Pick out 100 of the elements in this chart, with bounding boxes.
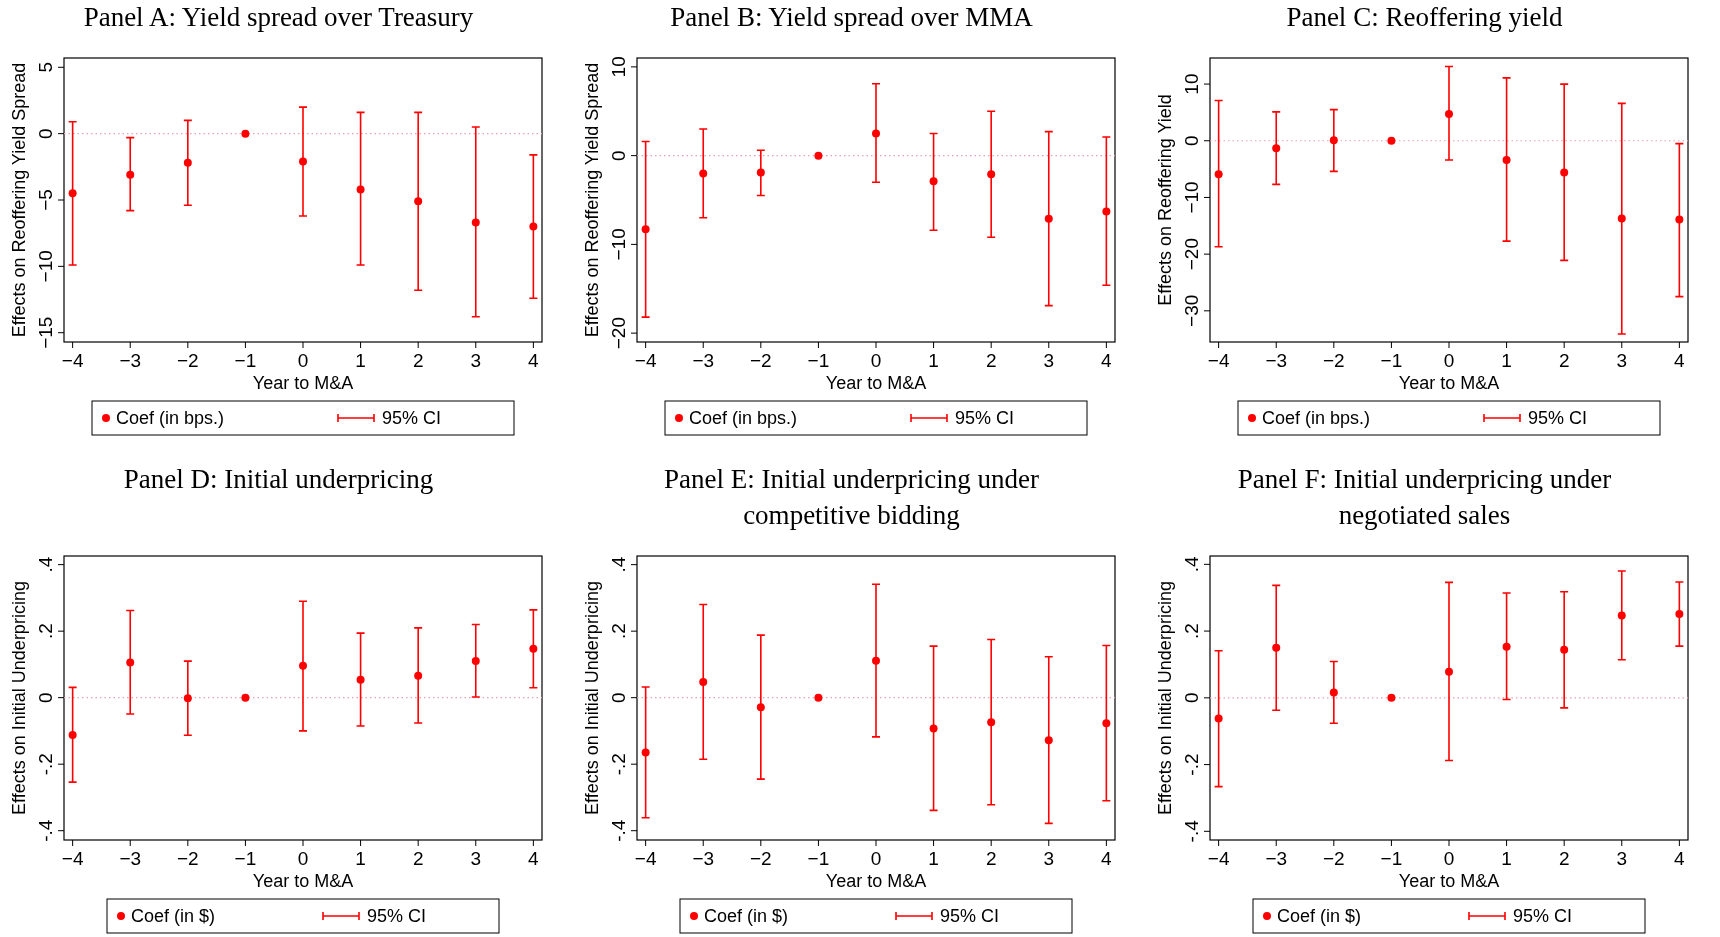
- point: [1272, 643, 1281, 652]
- chart-title: Panel E: Initial underpricing under competitive bidding: [664, 464, 1039, 530]
- legend-label: Coef (in bps.): [689, 408, 798, 428]
- y-tick-label: −10: [1181, 181, 1202, 214]
- x-tick-label: −4: [61, 848, 84, 869]
- chart-title: Panel F: Initial underpricing under negotiated sales: [1237, 464, 1612, 530]
- x-tick-label: 2: [412, 848, 424, 869]
- x-tick-label: −3: [119, 848, 142, 869]
- point: [872, 656, 880, 665]
- y-axis-title: Effects on Initial Underpricing: [9, 581, 29, 815]
- y-tick-label: −5: [35, 189, 56, 211]
- point: [1502, 642, 1511, 651]
- point: [529, 222, 538, 231]
- x-tick-label: −3: [692, 350, 715, 371]
- x-tick-label: 4: [1674, 350, 1686, 371]
- y-tick-label: 0: [35, 128, 56, 139]
- point: [68, 730, 77, 739]
- y-tick-label: −20: [1181, 238, 1202, 271]
- point: [126, 658, 135, 667]
- y-tick-label: -.2: [608, 753, 629, 776]
- x-axis-title: Year to M&A: [252, 373, 354, 393]
- point: [1102, 207, 1111, 216]
- x-tick-label: 4: [528, 350, 540, 371]
- x-tick-label: 2: [412, 350, 424, 371]
- x-tick-label: 4: [1674, 848, 1686, 869]
- point: [1560, 168, 1569, 177]
- x-tick-label: 0: [297, 350, 309, 371]
- x-tick-label: −2: [176, 350, 199, 371]
- legend-label: Coef (in bps.): [1262, 408, 1371, 428]
- x-tick-label: −1: [807, 350, 830, 371]
- y-tick-label: .4: [1181, 555, 1202, 573]
- text: 95% CI: [955, 408, 1015, 428]
- x-tick-label: −1: [234, 350, 257, 371]
- point: [1387, 693, 1396, 702]
- x-tick-label: −2: [749, 848, 772, 869]
- point: [126, 170, 135, 179]
- point: [1675, 610, 1684, 619]
- point: [756, 703, 765, 712]
- chart-title: Panel A: Yield spread over Treasury: [83, 2, 474, 32]
- point: [1617, 611, 1626, 620]
- point: [183, 158, 192, 167]
- legend-label: Coef (in $): [131, 906, 216, 926]
- x-tick-label: −3: [119, 350, 142, 371]
- y-tick-label: 10: [1181, 73, 1202, 95]
- x-tick-label: 2: [1558, 848, 1570, 869]
- x-tick-label: −4: [61, 350, 84, 371]
- point: [1044, 736, 1053, 745]
- x-tick-label: −4: [634, 350, 657, 371]
- y-tick-label: −20: [608, 317, 629, 350]
- y-tick-label: .4: [608, 556, 629, 573]
- y-axis-title: Effects on Reoffering Yield Spread: [582, 62, 602, 338]
- point: [356, 185, 365, 194]
- x-tick-label: −2: [176, 848, 199, 869]
- x-tick-label: −1: [1380, 350, 1403, 371]
- x-tick-label: 3: [1043, 350, 1055, 371]
- y-tick-label: −10: [35, 250, 56, 283]
- y-axis-title: Effects on Reoffering Yield Spread: [9, 62, 29, 338]
- y-tick-label: −15: [35, 316, 56, 349]
- x-tick-label: 1: [355, 848, 366, 869]
- y-tick-label: -.4: [1181, 819, 1202, 843]
- y-tick-label: 0: [1181, 692, 1202, 704]
- x-axis-title: Year to M&A: [252, 871, 354, 891]
- chart-title: Panel D: Initial underpricing: [123, 464, 434, 494]
- legend-label: Coef (in $): [1277, 906, 1362, 926]
- point: [1445, 667, 1453, 676]
- point: [699, 678, 708, 687]
- point: [641, 225, 650, 234]
- legend-label: Coef (in bps.): [116, 408, 225, 428]
- x-tick-label: −3: [692, 848, 715, 869]
- x-tick-label: 1: [928, 350, 939, 371]
- legend-label: Coef (in $): [704, 906, 789, 926]
- x-tick-label: 3: [1616, 848, 1628, 869]
- x-tick-label: −2: [749, 350, 772, 371]
- x-tick-label: −3: [1265, 350, 1288, 371]
- text: 95% CI: [382, 408, 442, 428]
- point: [987, 170, 996, 179]
- x-tick-label: −4: [1207, 848, 1230, 869]
- y-tick-label: .2: [608, 623, 629, 640]
- x-tick-label: 4: [1101, 848, 1113, 869]
- point: [1214, 714, 1223, 723]
- point: [814, 151, 823, 160]
- x-tick-label: 1: [1501, 848, 1512, 869]
- x-tick-label: 4: [528, 848, 540, 869]
- x-tick-label: 3: [470, 350, 482, 371]
- text: 95% CI: [1528, 408, 1588, 428]
- x-tick-label: −1: [807, 848, 830, 869]
- point: [872, 129, 880, 138]
- x-tick-label: −2: [1322, 848, 1345, 869]
- x-tick-label: 1: [1501, 350, 1512, 371]
- x-tick-label: 1: [928, 848, 939, 869]
- x-axis-title: Year to M&A: [825, 871, 927, 891]
- x-tick-label: −1: [1380, 848, 1403, 869]
- y-axis-title: Effects on Initial Underpricing: [582, 581, 602, 815]
- y-tick-label: -.4: [608, 819, 629, 842]
- x-tick-label: 2: [1558, 350, 1570, 371]
- point: [471, 657, 480, 666]
- y-tick-label: 0: [35, 692, 56, 703]
- point: [414, 197, 423, 206]
- y-tick-label: 5: [35, 62, 56, 73]
- text: 95% CI: [1513, 906, 1573, 926]
